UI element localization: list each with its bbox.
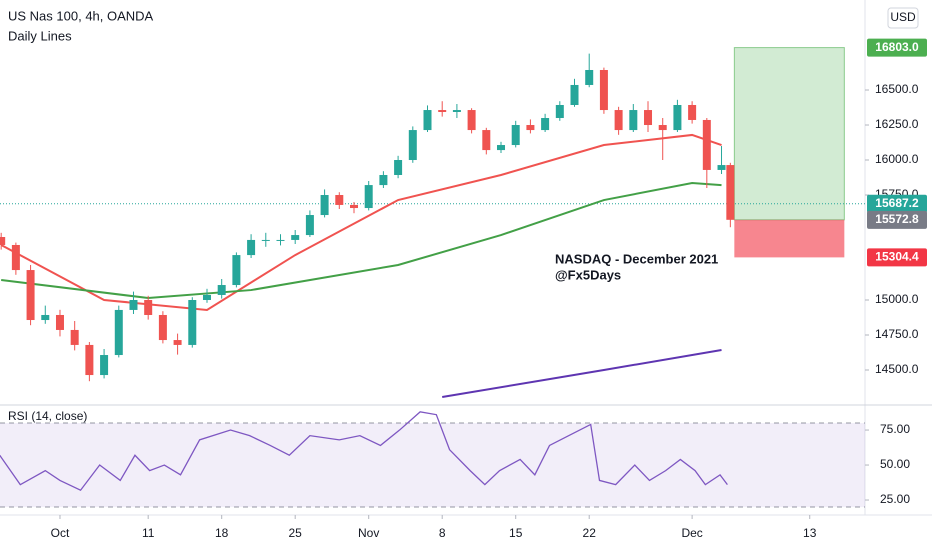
candle-body bbox=[614, 110, 623, 131]
candle-body bbox=[100, 355, 109, 376]
candle-body bbox=[379, 174, 388, 186]
candle-body bbox=[11, 244, 20, 271]
candle-body bbox=[599, 69, 608, 111]
price-label-bg bbox=[867, 248, 927, 267]
candle-body bbox=[452, 110, 461, 112]
take-profit-zone bbox=[733, 47, 845, 221]
price-label: 15687.2 bbox=[875, 196, 919, 210]
candle-body bbox=[585, 69, 594, 85]
currency-label: USD bbox=[890, 10, 916, 24]
candle-body bbox=[217, 285, 226, 295]
candle-body bbox=[541, 118, 550, 131]
candle-body bbox=[438, 110, 447, 112]
candle-body bbox=[497, 145, 506, 151]
candle-body bbox=[570, 84, 579, 105]
rsi-line bbox=[0, 411, 728, 492]
candle-body bbox=[202, 294, 211, 301]
candle-body bbox=[247, 239, 256, 256]
indicator-line bbox=[1, 181, 722, 300]
candle-body bbox=[41, 314, 50, 321]
price-label-bg bbox=[867, 210, 927, 229]
candle-body bbox=[629, 110, 638, 131]
price-label: 15572.8 bbox=[875, 212, 919, 226]
stop-loss-zone bbox=[734, 219, 845, 258]
candle-body bbox=[173, 340, 182, 345]
candle-body bbox=[364, 185, 373, 209]
candle-body bbox=[423, 110, 432, 131]
y-tick-label: 16250.0 bbox=[875, 117, 919, 131]
candle-body bbox=[144, 300, 153, 315]
plot: Oct 11 18 25 Nov 8 15 22 Dec 13 14500.0 14750.0 1500… bbox=[0, 38, 927, 540]
x-tick-label: 13 bbox=[803, 526, 817, 540]
y-tick-label: 14750.0 bbox=[875, 327, 919, 341]
candle-body bbox=[726, 165, 735, 220]
y-tick-label: 16500.0 bbox=[875, 82, 919, 96]
x-tick-label: Dec bbox=[681, 526, 702, 540]
candle-body bbox=[349, 204, 358, 209]
x-tick-label: 25 bbox=[289, 526, 303, 540]
candle-body bbox=[232, 255, 241, 286]
price-label: 15304.4 bbox=[875, 250, 919, 264]
candle-body bbox=[188, 300, 197, 345]
candle-body bbox=[702, 119, 711, 170]
candle-body bbox=[320, 195, 329, 216]
y-tick-label: 16000.0 bbox=[875, 152, 919, 166]
candle-body bbox=[526, 125, 535, 131]
price-label-bg bbox=[867, 194, 927, 213]
candle-body bbox=[555, 104, 564, 119]
y-tick-label: 25.00 bbox=[880, 492, 910, 506]
x-tick-label: Oct bbox=[51, 526, 70, 540]
candle-body bbox=[55, 314, 64, 330]
x-tick-label: Nov bbox=[358, 526, 379, 540]
candle-body bbox=[85, 344, 94, 376]
candle-body bbox=[305, 215, 314, 236]
chart-title: US Nas 100, 4h, OANDA bbox=[8, 8, 154, 23]
candle-body bbox=[644, 110, 653, 126]
x-tick-label: 18 bbox=[215, 526, 229, 540]
candle-body bbox=[261, 239, 270, 241]
candle-body bbox=[276, 239, 285, 241]
price-label: 16803.0 bbox=[875, 40, 919, 54]
x-tick-label: 11 bbox=[142, 526, 155, 540]
price-label-bg bbox=[867, 38, 927, 57]
x-tick-label: 8 bbox=[439, 526, 446, 540]
y-tick-label: 14500.0 bbox=[875, 362, 919, 376]
rsi-title: RSI (14, close) bbox=[8, 409, 87, 423]
candle-body bbox=[0, 237, 6, 245]
candle-body bbox=[673, 104, 682, 131]
candle-body bbox=[158, 314, 167, 341]
candle-body bbox=[467, 110, 476, 131]
annotation: @Fx5Days bbox=[555, 267, 621, 282]
candle-body bbox=[482, 130, 491, 151]
candle-body bbox=[394, 160, 403, 175]
currency-button[interactable] bbox=[887, 7, 919, 29]
candle-body bbox=[291, 235, 300, 240]
candle-body bbox=[658, 125, 667, 131]
x-tick-label: 22 bbox=[583, 526, 597, 540]
candle-body bbox=[26, 270, 35, 321]
annotation: NASDAQ - December 2021 bbox=[555, 251, 718, 266]
y-tick-label: 50.00 bbox=[880, 457, 910, 471]
x-tick-label: 15 bbox=[509, 526, 523, 540]
candle-body bbox=[511, 125, 520, 146]
candle-body bbox=[335, 195, 344, 205]
candle-body bbox=[717, 165, 726, 170]
indicator-line bbox=[442, 348, 722, 399]
candle-body bbox=[114, 309, 123, 356]
y-tick-label: 75.00 bbox=[880, 422, 910, 436]
candle-body bbox=[129, 300, 138, 310]
candle-body bbox=[688, 104, 697, 120]
chart-subtitle: Daily Lines bbox=[8, 28, 72, 43]
y-tick-label: 15000.0 bbox=[875, 292, 919, 306]
candle-body bbox=[408, 130, 417, 161]
candle-body bbox=[70, 329, 79, 345]
